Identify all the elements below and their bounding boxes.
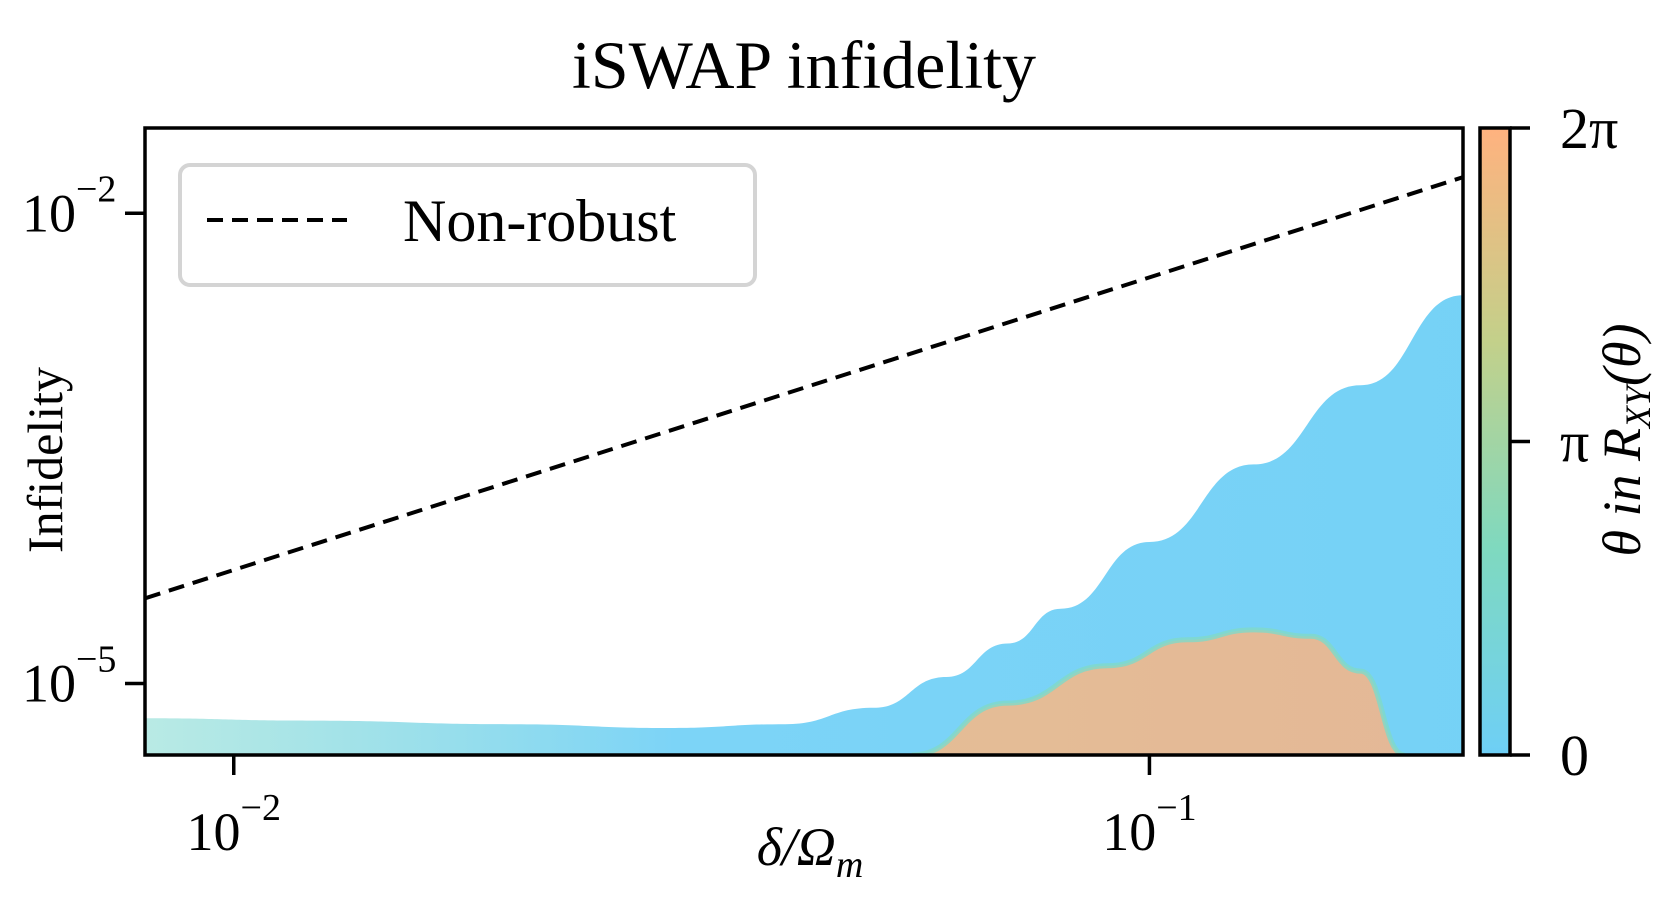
x-axis-label-main: δ/Ω: [757, 817, 836, 877]
y-tick-label-1: 10−2: [22, 168, 116, 243]
colorbar-tick-label-2: 2π: [1560, 96, 1618, 161]
x-tick-label-base-1: 10: [1102, 802, 1156, 862]
colorbar-tick-label-1: π: [1560, 410, 1589, 475]
legend-label-non-robust: Non-robust: [403, 188, 677, 254]
colorbar-ticks: 0 π 2π: [1510, 96, 1618, 788]
colorbar-label: θ in RXY(θ): [1592, 323, 1658, 556]
high-theta-band-edge: [911, 627, 1406, 755]
low-theta-band: [145, 295, 1463, 755]
x-tick-label-exp-0: −2: [241, 787, 281, 829]
x-tick-label-exp-1: −1: [1156, 787, 1196, 829]
legend: Non-robust: [178, 163, 757, 287]
x-axis-label-sub: m: [836, 844, 863, 886]
x-tick-label-0: 10−2: [187, 787, 281, 862]
plot-frame: [143, 126, 1465, 757]
colorbar-gradient: [1478, 126, 1512, 757]
legend-box: [178, 163, 757, 287]
x-axis-label: δ/Ωm: [757, 817, 864, 886]
colorbar-label-prefix: θ in R: [1592, 428, 1652, 557]
y-tick-label-base-1: 10: [22, 183, 76, 243]
chart-title: iSWAP infidelity: [572, 27, 1036, 103]
x-axis-ticks: 10−2 10−1: [187, 755, 1197, 862]
y-tick-label-0: 10−5: [22, 639, 116, 714]
y-axis-ticks: 10−510−2: [22, 168, 145, 714]
y-tick-label-base-0: 10: [22, 654, 76, 714]
plot-area: [145, 175, 1463, 755]
y-axis-label: Infidelity: [17, 367, 73, 553]
series-line-non-robust: [145, 175, 1463, 601]
x-tick-label-1: 10−1: [1102, 787, 1196, 862]
colorbar-label-suffix: (θ): [1592, 323, 1652, 386]
colorbar-label-sub: XY: [1618, 382, 1658, 430]
y-tick-label-exp-1: −2: [76, 168, 116, 210]
colorbar-tick-label-0: 0: [1560, 723, 1589, 788]
x-tick-label-base-0: 10: [187, 802, 241, 862]
colorbar: 0 π 2π θ in RXY(θ): [1478, 96, 1658, 788]
y-tick-label-exp-0: −5: [76, 639, 116, 681]
high-theta-band: [911, 629, 1405, 755]
